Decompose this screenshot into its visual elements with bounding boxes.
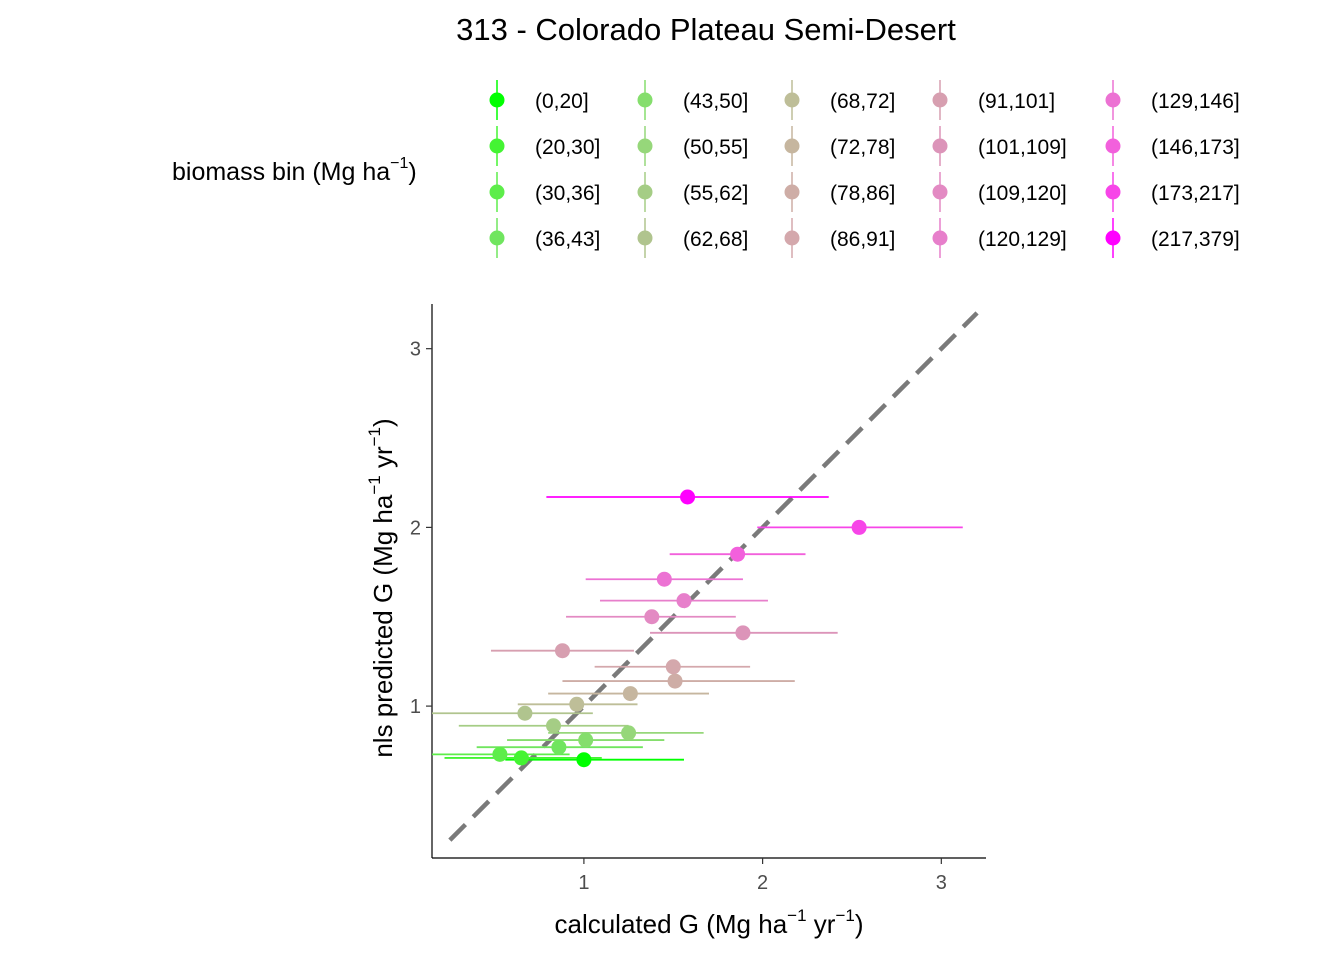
legend-label: (173,217] xyxy=(1151,182,1240,205)
data-point xyxy=(667,673,683,689)
reference-line xyxy=(448,311,979,842)
data-points xyxy=(492,489,867,768)
data-point xyxy=(665,659,681,675)
legend-label: (55,62] xyxy=(683,182,748,205)
legend-key-point xyxy=(637,184,653,200)
data-point xyxy=(578,732,594,748)
legend-label: (36,43] xyxy=(535,228,600,251)
legend-label: (72,78] xyxy=(830,136,895,159)
legend-label: (62,68] xyxy=(683,228,748,251)
x-tick-label: 3 xyxy=(936,872,947,894)
data-point xyxy=(622,686,638,702)
legend-label: (0,20] xyxy=(535,90,589,113)
legend-key-point xyxy=(784,138,800,154)
legend-label: (50,55] xyxy=(683,136,748,159)
data-point xyxy=(517,705,533,721)
legend-label: (78,86] xyxy=(830,182,895,205)
legend-label: (30,36] xyxy=(535,182,600,205)
data-point xyxy=(735,625,751,641)
legend-key-point xyxy=(932,138,948,154)
legend-label: (129,146] xyxy=(1151,90,1240,113)
axis-ticks: 1 2 3 1 2 3 xyxy=(410,339,947,894)
legend-label: (91,101] xyxy=(978,90,1055,113)
legend-key-point xyxy=(1105,92,1121,108)
y-tick-label: 1 xyxy=(410,696,421,718)
data-point xyxy=(656,571,672,587)
legend-key-point xyxy=(784,230,800,246)
data-point xyxy=(513,750,529,766)
data-point xyxy=(730,546,746,562)
chart-title: 313 - Colorado Plateau Semi-Desert xyxy=(456,12,956,47)
x-tick-label: 1 xyxy=(578,872,589,894)
legend-label: (68,72] xyxy=(830,90,895,113)
y-tick-label: 2 xyxy=(410,517,421,539)
legend-label: (86,91] xyxy=(830,228,895,251)
data-point xyxy=(680,489,696,505)
y-axis-title: nls predicted G (Mg ha−1 yr−1) xyxy=(365,418,398,757)
legend: (0,20] (20,30] (30,36] (36,43] (43,50] (50,55… xyxy=(489,80,1240,258)
legend-key-point xyxy=(1105,138,1121,154)
legend-label: (120,129] xyxy=(978,228,1067,251)
legend-label: (20,30] xyxy=(535,136,600,159)
data-point xyxy=(546,718,562,734)
data-point xyxy=(576,752,592,768)
legend-key-point xyxy=(784,92,800,108)
plot-panel: 1 2 3 1 2 3 xyxy=(410,304,986,894)
data-point xyxy=(621,725,637,741)
data-point xyxy=(554,643,570,659)
error-bars xyxy=(432,496,963,761)
data-point xyxy=(551,739,567,755)
data-point xyxy=(569,696,585,712)
legend-key-point xyxy=(489,138,505,154)
legend-label: (217,379] xyxy=(1151,228,1240,251)
legend-key-point xyxy=(1105,184,1121,200)
data-point xyxy=(851,519,867,535)
legend-label: (101,109] xyxy=(978,136,1067,159)
data-point xyxy=(644,609,660,625)
legend-title: biomass bin (Mg ha−1) xyxy=(172,155,417,186)
legend-label: (109,120] xyxy=(978,182,1067,205)
legend-key-point xyxy=(932,92,948,108)
x-axis-title: calculated G (Mg ha−1 yr−1) xyxy=(554,906,863,939)
legend-key-point xyxy=(784,184,800,200)
legend-key-point xyxy=(489,230,505,246)
legend-key-point xyxy=(1105,230,1121,246)
legend-key-point xyxy=(637,138,653,154)
legend-label: (43,50] xyxy=(683,90,748,113)
legend-key-point xyxy=(637,230,653,246)
x-tick-label: 2 xyxy=(757,872,768,894)
legend-key-point xyxy=(637,92,653,108)
legend-key-point xyxy=(489,184,505,200)
data-point xyxy=(676,593,692,609)
legend-key-point xyxy=(932,184,948,200)
y-tick-label: 3 xyxy=(410,339,421,361)
legend-key-point xyxy=(489,92,505,108)
legend-key-point xyxy=(932,230,948,246)
legend-label: (146,173] xyxy=(1151,136,1240,159)
data-point xyxy=(492,746,508,762)
